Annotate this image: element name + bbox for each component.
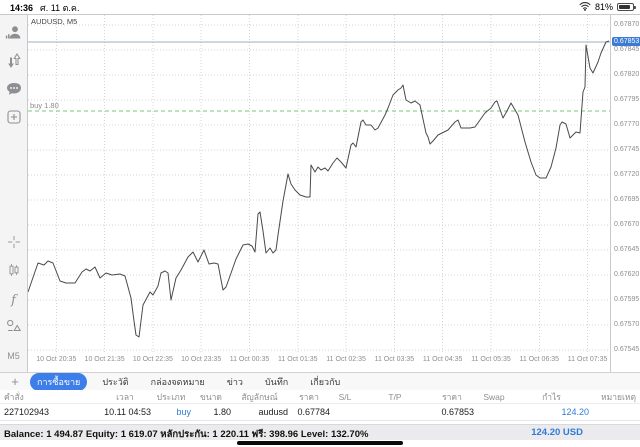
crosshair-button[interactable] [0, 230, 28, 258]
objects-icon [6, 319, 22, 337]
table-header-cell: สัญลักษณ์ [241, 392, 278, 402]
table-header-cell: Swap [483, 392, 505, 402]
home-indicator[interactable] [237, 441, 403, 445]
price-axis-label: 0.67620 [614, 271, 640, 278]
battery-percent: 81% [594, 2, 613, 12]
chat-button[interactable] [0, 77, 28, 105]
tab-item-1[interactable]: ประวัติ [102, 376, 129, 387]
price-axis-label: 0.67545 [614, 346, 640, 353]
table-cell: 10.11 04:53 [104, 407, 151, 417]
table-cell: 0.67853 [441, 407, 474, 417]
trade-arrows-icon [7, 52, 21, 74]
table-cell: audusd [258, 407, 288, 417]
add-tab-icon[interactable]: + [11, 373, 19, 389]
table-header-cell: ราคา [442, 392, 462, 402]
price-axis-label: 0.67795 [614, 96, 640, 103]
chart-toolbar: f M5 [0, 14, 28, 372]
account-summary-text: Balance: 1 494.87 Equity: 1 619.07 หลักป… [4, 429, 369, 440]
price-axis-label: 0.67570 [614, 321, 640, 328]
table-header-cell: ราคา [299, 392, 319, 402]
bottom-tab-bar: + การซื้อขาย ประวัติ กล่องจดหมาย ข่าว บันทึก… [0, 372, 640, 391]
table-cell [360, 404, 430, 420]
tab-item-4[interactable]: บันทึก [264, 376, 289, 387]
table-cell: buy [176, 407, 191, 417]
time-axis-label: 11 Oct 03:35 [374, 356, 415, 363]
price-axis-label: 0.67770 [614, 121, 640, 128]
table-header-cell: หมายเหตุ [601, 392, 636, 402]
trade-table-header: คำสั่ง เวลา ประเภท ขนาด สัญลักษณ์ ราคา S/L T/P ร… [0, 390, 640, 404]
table-header-cell: ขนาด [200, 392, 222, 402]
table-cell [474, 404, 514, 420]
status-bar: 14:36 ศ. 11 ต.ค. 81% [0, 0, 640, 14]
price-axis-label: 0.67870 [614, 21, 640, 28]
objects-button[interactable] [0, 314, 28, 342]
table-cell: 1.80 [213, 407, 231, 417]
tab-item-5[interactable]: เกี่ยวกับ [310, 376, 341, 387]
table-cell: 0.67784 [297, 407, 330, 417]
table-cell [589, 404, 636, 420]
table-cell: 124.20 [561, 407, 589, 417]
timeframe-label: M5 [7, 351, 20, 361]
time-axis-label: 11 Oct 07:35 [567, 356, 608, 363]
table-header-cell: ประเภท [156, 392, 186, 402]
table-cell: 227102943 [4, 407, 50, 417]
price-chart[interactable] [28, 15, 610, 353]
table-cell [330, 404, 360, 420]
time-axis-label: 10 Oct 21:35 [84, 356, 125, 363]
time-axis-label: 11 Oct 02:35 [326, 356, 366, 363]
timeframe-button[interactable]: M5 [0, 342, 28, 370]
price-axis-label: 0.67745 [614, 146, 640, 153]
chart-type-button[interactable] [0, 258, 28, 286]
time-axis-label: 11 Oct 06:35 [519, 356, 560, 363]
price-axis-label: 0.67695 [614, 196, 640, 203]
tab-item-0[interactable]: การซื้อขาย [30, 372, 88, 391]
time-axis-label: 11 Oct 05:35 [471, 356, 511, 363]
table-header-cell: T/P [388, 392, 402, 402]
price-axis-label: 0.67720 [614, 171, 640, 178]
price-axis-label: 0.67645 [614, 246, 640, 253]
price-axis: 0.67870 0.67845 0.67820 0.67795 0.67770 0.677… [610, 14, 640, 372]
time-axis-label: 11 Oct 00:35 [229, 356, 270, 363]
price-axis-label: 0.67595 [614, 296, 640, 303]
candlestick-icon [8, 263, 20, 282]
chat-icon [6, 82, 22, 101]
time-axis-label: 10 Oct 23:35 [181, 356, 222, 363]
table-header-cell: กำไร [542, 392, 561, 402]
time-axis: 10 Oct 20:35 10 Oct 21:35 10 Oct 22:35 10 O… [28, 352, 610, 372]
time-axis-label: 10 Oct 20:35 [36, 356, 77, 363]
chart-symbol-label: AUDUSD, M5 [31, 17, 78, 26]
time-axis-label: 10 Oct 22:35 [132, 356, 173, 363]
quotes-icon [5, 25, 22, 45]
price-axis-label: 0.67820 [614, 71, 640, 78]
time-axis-label: 11 Oct 01:35 [278, 356, 318, 363]
trade-table-row[interactable]: 227102943 10.11 04:53 buy 1.80 audusd 0.67784… [0, 404, 640, 421]
price-axis-label: 0.67670 [614, 221, 640, 228]
status-date: ศ. 11 ต.ค. [40, 3, 80, 13]
bid-price-badge: 0.67853 [612, 37, 640, 46]
quotes-button[interactable] [0, 21, 28, 49]
chart-area[interactable]: AUDUSD, M5 buy 1.80 [28, 14, 610, 353]
battery-icon [617, 3, 636, 11]
table-header-cell: คำสั่ง [4, 392, 24, 402]
indicator-f-icon: f [11, 292, 16, 308]
table-header-cell: S/L [338, 392, 352, 402]
tab-item-2[interactable]: กล่องจดหมาย [150, 376, 205, 387]
table-header-cell: เวลา [116, 392, 134, 402]
new-order-button[interactable] [0, 105, 28, 133]
wifi-icon [579, 1, 591, 13]
account-profit: 124.20 USD [531, 427, 583, 438]
new-order-icon [6, 109, 21, 129]
account-summary-bar: Balance: 1 494.87 Equity: 1 619.07 หลักป… [0, 424, 640, 440]
price-line-series [28, 40, 610, 338]
tab-item-3[interactable]: ข่าว [226, 376, 243, 387]
time-axis-label: 11 Oct 04:35 [422, 356, 463, 363]
crosshair-icon [7, 235, 21, 254]
price-axis-label: 0.67845 [614, 46, 640, 53]
status-time: 14:36 [10, 3, 34, 13]
indicators-button[interactable]: f [0, 286, 28, 314]
buy-order-line-label: buy 1.80 [30, 101, 59, 110]
trade-button[interactable] [0, 49, 28, 77]
